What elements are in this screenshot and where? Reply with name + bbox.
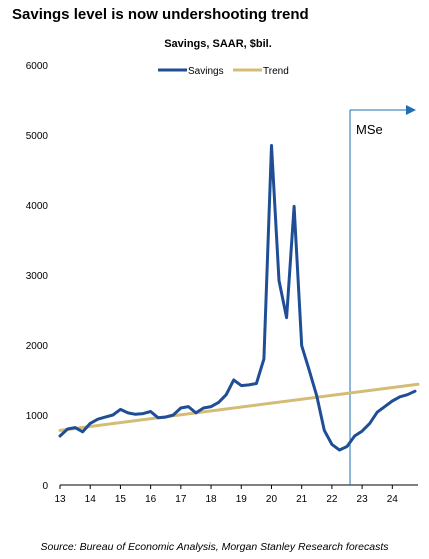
y-tick-label: 3000 xyxy=(26,271,49,282)
series-line-trend xyxy=(58,382,420,432)
x-tick-label: 21 xyxy=(296,494,308,505)
chart-subtitle: Savings, SAAR, $bil. xyxy=(164,38,272,50)
forecast-marker: MSe xyxy=(349,105,416,485)
x-tick-label: 24 xyxy=(387,494,399,505)
y-tick-label: 4000 xyxy=(26,201,49,212)
x-tick-label: 15 xyxy=(115,494,127,505)
x-tick-label: 14 xyxy=(85,494,97,505)
y-tick-label: 1000 xyxy=(26,411,49,422)
forecast-label: MSe xyxy=(356,122,383,137)
legend-label-savings: Savings xyxy=(188,66,224,77)
forecast-arrow-head xyxy=(406,105,416,115)
x-tick-label: 13 xyxy=(54,494,66,505)
x-tick-label: 18 xyxy=(205,494,217,505)
legend-label-trend: Trend xyxy=(263,66,289,77)
y-tick-label: 2000 xyxy=(26,341,49,352)
series-line-savings xyxy=(58,144,417,452)
legend: Savings Trend xyxy=(158,66,289,77)
x-tick-label: 19 xyxy=(236,494,248,505)
x-tick-label: 22 xyxy=(326,494,338,505)
y-tick-label: 5000 xyxy=(26,131,49,142)
x-tick-label: 17 xyxy=(175,494,187,505)
x-tick-label: 23 xyxy=(357,494,369,505)
y-axis-ticks: 0 1000 2000 3000 4000 5000 6000 xyxy=(26,61,49,492)
x-tick-label: 20 xyxy=(266,494,278,505)
y-tick-label: 0 xyxy=(42,481,48,492)
x-axis-ticks: 13 14 15 16 17 18 19 20 21 22 23 24 xyxy=(54,485,398,505)
y-tick-label: 6000 xyxy=(26,61,49,72)
x-tick-label: 16 xyxy=(145,494,157,505)
chart-title: Savings level is now undershooting trend xyxy=(12,6,309,23)
series-lines xyxy=(58,144,420,452)
source-note: Source: Bureau of Economic Analysis, Mor… xyxy=(40,541,389,553)
